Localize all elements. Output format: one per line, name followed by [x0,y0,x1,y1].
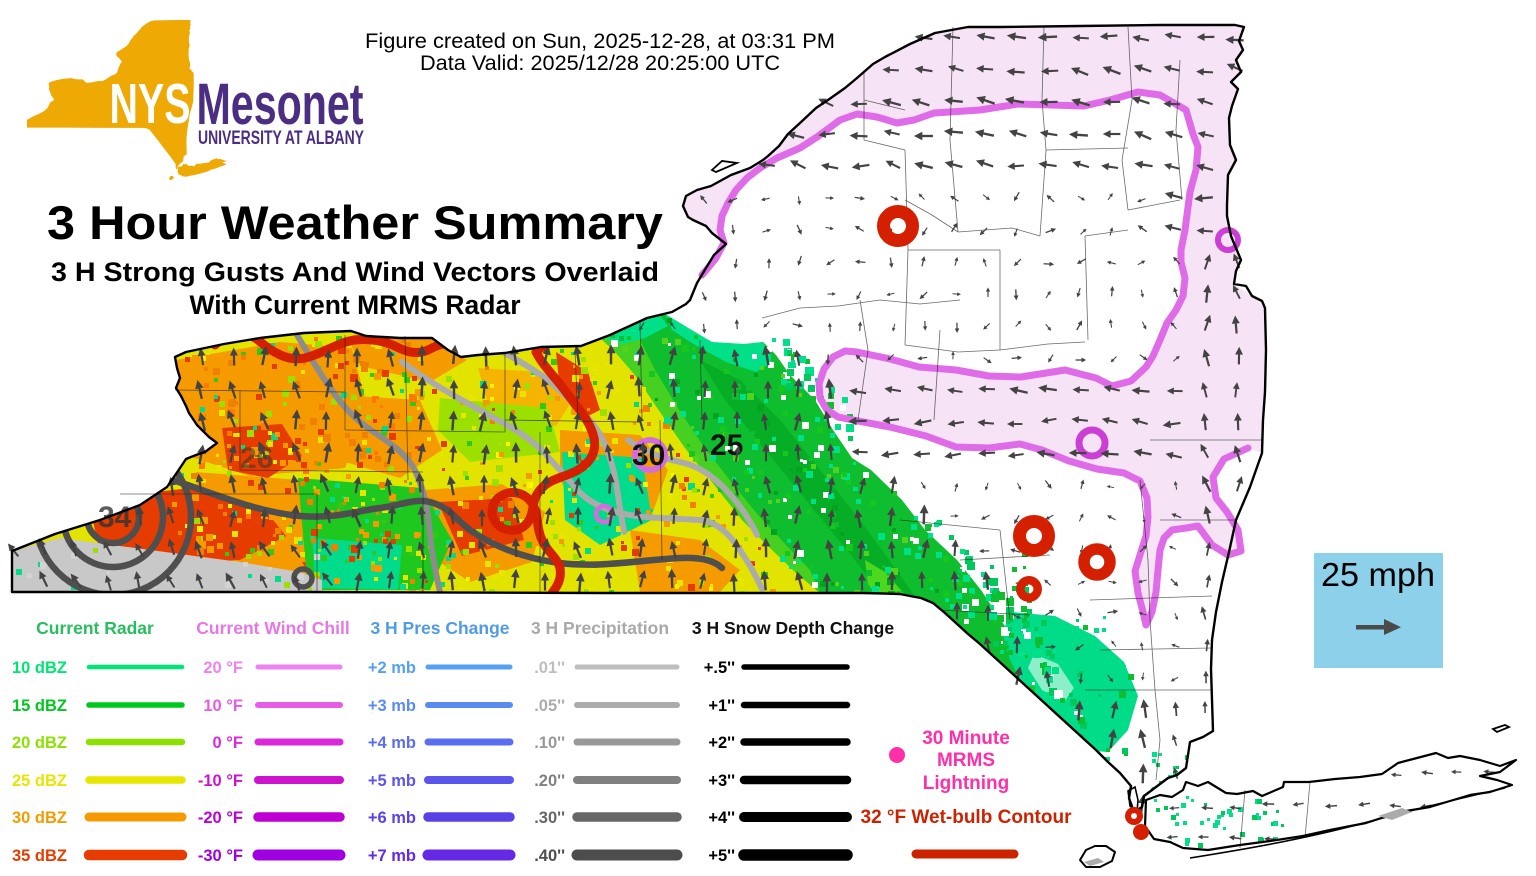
svg-text:3 H Pres Change: 3 H Pres Change [370,618,509,638]
svg-text:0 °F: 0 °F [213,734,243,752]
svg-text:20 °F: 20 °F [203,659,243,677]
svg-text:10 °F: 10 °F [203,697,243,715]
svg-text:-10 °F: -10 °F [198,772,243,790]
svg-text:+3'': +3'' [708,772,735,790]
svg-text:-30 °F: -30 °F [198,847,243,865]
svg-text:+7 mb: +7 mb [368,847,416,865]
svg-text:+2 mb: +2 mb [368,659,416,677]
svg-text:+4'': +4'' [708,809,735,827]
svg-text:+5 mb: +5 mb [368,772,416,790]
svg-text:+3 mb: +3 mb [368,697,416,715]
svg-text:MRMS: MRMS [937,750,995,771]
svg-text:Data Valid: 2025/12/28 20:25:0: Data Valid: 2025/12/28 20:25:00 UTC [420,52,780,75]
svg-text:26: 26 [240,442,273,475]
svg-text:34: 34 [98,501,132,534]
svg-text:Figure created on Sun, 2025-12: Figure created on Sun, 2025-12-28, at 03… [365,30,835,53]
svg-text:.30'': .30'' [534,809,565,827]
svg-text:+.5'': +.5'' [704,659,735,677]
svg-text:+5'': +5'' [708,847,735,865]
svg-text:30 dBZ: 30 dBZ [12,809,67,827]
svg-text:25 mph: 25 mph [1321,556,1435,593]
svg-text:UNIVERSITY AT ALBANY: UNIVERSITY AT ALBANY [198,128,364,149]
svg-text:+1'': +1'' [708,697,735,715]
svg-text:35 dBZ: 35 dBZ [12,847,67,865]
svg-text:30: 30 [632,439,665,472]
svg-text:.20'': .20'' [534,772,565,790]
svg-text:3 H Precipitation: 3 H Precipitation [531,618,669,638]
svg-text:.01'': .01'' [534,659,565,677]
svg-text:.05'': .05'' [534,697,565,715]
svg-text:Lightning: Lightning [923,773,1010,794]
svg-text:With Current MRMS Radar: With Current MRMS Radar [189,290,520,320]
svg-text:.10'': .10'' [534,734,565,752]
svg-text:20 dBZ: 20 dBZ [12,734,67,752]
svg-text:+4 mb: +4 mb [368,734,416,752]
svg-text:Current Radar: Current Radar [36,618,154,638]
svg-text:25: 25 [710,429,743,462]
svg-text:3 H Snow Depth Change: 3 H Snow Depth Change [692,618,895,638]
svg-text:25 dBZ: 25 dBZ [12,772,67,790]
svg-text:32 °F Wet-bulb Contour: 32 °F Wet-bulb Contour [861,807,1073,828]
svg-text:Current Wind Chill: Current Wind Chill [196,618,349,638]
svg-text:Mesonet: Mesonet [197,72,364,137]
svg-text:10 dBZ: 10 dBZ [12,659,67,677]
svg-text:.40'': .40'' [534,847,565,865]
svg-text:3 Hour Weather Summary: 3 Hour Weather Summary [47,196,663,249]
svg-text:15 dBZ: 15 dBZ [12,697,67,715]
svg-text:+2'': +2'' [708,734,735,752]
svg-text:-20 °F: -20 °F [198,809,243,827]
svg-text:30 Minute: 30 Minute [922,728,1010,749]
svg-text:3 H Strong Gusts And Wind Vect: 3 H Strong Gusts And Wind Vectors Overla… [51,257,659,287]
svg-text:+6 mb: +6 mb [368,809,416,827]
svg-text:NYS: NYS [110,72,191,136]
